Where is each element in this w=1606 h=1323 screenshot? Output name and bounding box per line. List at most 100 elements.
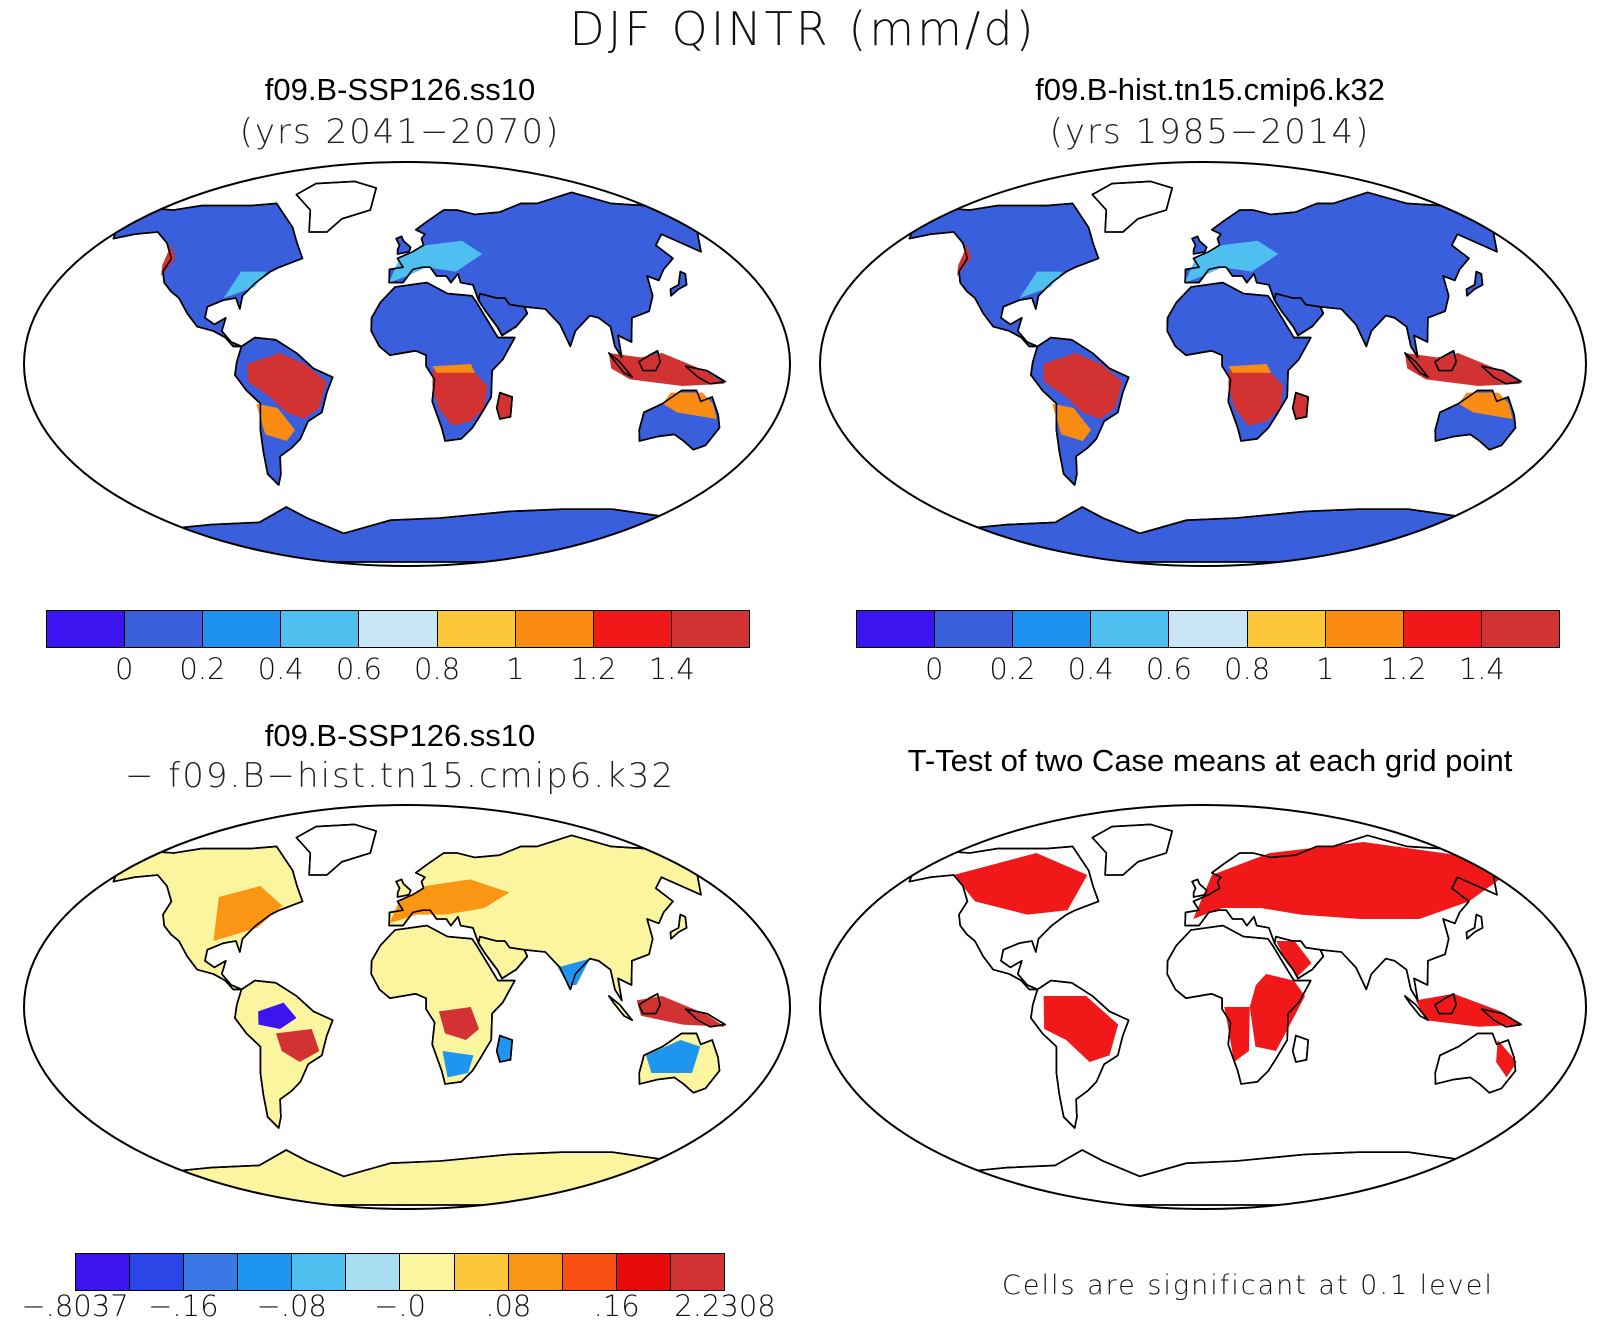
coastline-newguinea (684, 365, 727, 385)
coastline-samerica (1030, 336, 1130, 486)
colorbar-tick-label: 0.4 (257, 652, 304, 686)
colorbar-box (515, 611, 594, 647)
field-sig-eurasia (1193, 842, 1506, 919)
field-europe (1185, 240, 1279, 283)
coastline-sumatra (1404, 352, 1430, 378)
panel1-title: f09.B-SSP126.ss10 (264, 72, 536, 107)
field-sahel-edge (1228, 364, 1271, 373)
coastline-sumatra (608, 995, 634, 1021)
coastline-borneo (638, 993, 662, 1015)
map-panel-ttest (819, 804, 1587, 1210)
colorbar-hist-ticks: 0 0.2 0.4 0.6 0.8 1 1.2 1.4 (856, 652, 1560, 688)
colorbar-box (47, 611, 126, 647)
colorbar-tick-label: 0.8 (1224, 652, 1271, 686)
field-amazon (1043, 353, 1123, 419)
colorbar-box (125, 611, 204, 647)
colorbar-box (437, 611, 516, 647)
main-title: DJF QINTR (mm/d) (569, 2, 1037, 56)
field-sig-canada (953, 853, 1088, 915)
field-naustralia (662, 392, 717, 419)
colorbar-tick-label: 2.2308 (674, 1289, 776, 1323)
coastline-madagascar (1291, 1034, 1310, 1063)
colorbar-tick-label: 1 (506, 652, 525, 686)
coastline-arabia_fix (1273, 292, 1325, 337)
map-panel-hist (819, 161, 1587, 567)
panel2-subtitle: (yrs 1985−2014) (1049, 112, 1371, 152)
significance-note: Cells are significant at 0.1 level (1002, 1270, 1494, 1301)
colorbar-box (935, 611, 1014, 647)
colorbar-box (1325, 611, 1404, 647)
coastline-japan (669, 270, 688, 297)
coastline-namerica (112, 202, 304, 348)
coastline-africa (1166, 924, 1312, 1085)
map-panel-ssp126 (23, 161, 791, 567)
colorbar-box (1013, 611, 1092, 647)
coastline-borneo (638, 350, 662, 372)
coastline-greenland (295, 823, 378, 876)
land-layer (906, 180, 1523, 563)
coastline-madagascar (495, 1034, 514, 1063)
map-frame (23, 804, 791, 1210)
field-sig-australia (1496, 1040, 1517, 1078)
colorbar-tick-label: 0.8 (414, 652, 461, 686)
colorbar-tick-label: 0.2 (179, 652, 226, 686)
colorbar-box (593, 611, 672, 647)
coastline-uk (1191, 878, 1208, 898)
colorbar-ssp126-ticks: 0 0.2 0.4 0.6 0.8 1 1.2 1.4 (46, 652, 750, 688)
panel3-subtitle: − f09.B−hist.tn15.cmip6.k32 (124, 756, 676, 796)
field-sig-indonesia (1415, 993, 1522, 1027)
field-australia-neg (646, 1040, 701, 1073)
map-frame (23, 161, 791, 567)
colorbar-tick-label: 1.4 (648, 652, 695, 686)
colorbar-tick-label: 1.2 (1380, 652, 1427, 686)
coastline-newguinea (1480, 365, 1523, 385)
coastline-australia (638, 1032, 721, 1094)
field-safrica-neg (442, 1051, 474, 1078)
colorbar-box (359, 611, 438, 647)
field-indonesia (608, 353, 725, 386)
coastline-eurasia (388, 191, 725, 359)
colorbar-tick-label: −.8037 (21, 1289, 129, 1323)
map-frame (819, 161, 1587, 567)
colorbar-tick-label: 0 (114, 652, 134, 686)
colorbar-box (292, 1254, 347, 1290)
land-layer (906, 823, 1523, 1206)
land-layer (110, 180, 727, 563)
coastline-eurasia (1184, 191, 1521, 359)
coastline-uk (1191, 235, 1208, 255)
coastline-japan (1465, 270, 1484, 297)
field-sig-eafrica (1249, 974, 1305, 1051)
coastline-namerica (908, 845, 1100, 991)
field-indonesia (1404, 353, 1521, 386)
colorbar-ssp126 (46, 610, 750, 648)
panel2-title: f09.B-hist.tn15.cmip6.k32 (1035, 72, 1385, 107)
colorbar-tick-label: −.16 (148, 1289, 219, 1323)
panel3-title: f09.B-SSP126.ss10 (264, 718, 536, 753)
field-sig-arabia (1276, 941, 1312, 977)
coastline-eurasia (1184, 834, 1521, 1002)
field-andes (256, 403, 295, 441)
coastline-arabia_fix (477, 292, 529, 337)
field-useast-pos (213, 886, 283, 941)
colorbar-tick-label: .08 (485, 1289, 532, 1323)
field-sig-safrica (1224, 1007, 1250, 1062)
coastline-borneo (1434, 993, 1458, 1015)
colorbar-box (616, 1254, 671, 1290)
coastline-samerica (1030, 979, 1130, 1129)
coastline-madagascar (1291, 391, 1310, 420)
field-naustralia (1458, 392, 1513, 419)
map-panel-difference (23, 804, 791, 1210)
field-indonesia-pos (636, 996, 725, 1027)
coastline-greenland (1091, 823, 1174, 876)
field-safrica-pos (438, 1007, 479, 1040)
coastline-greenland (1091, 180, 1174, 233)
colorbar-tick-label: −.08 (256, 1289, 327, 1323)
colorbar-tick-label: 0.4 (1067, 652, 1114, 686)
coastline-australia (1434, 389, 1517, 451)
coastline-sumatra (608, 352, 634, 378)
coastline-africa (370, 924, 516, 1085)
coastline-japan (669, 913, 688, 940)
colorbar-box (184, 1254, 239, 1290)
colorbar-tick-label: .16 (593, 1289, 640, 1323)
colorbar-box (238, 1254, 293, 1290)
